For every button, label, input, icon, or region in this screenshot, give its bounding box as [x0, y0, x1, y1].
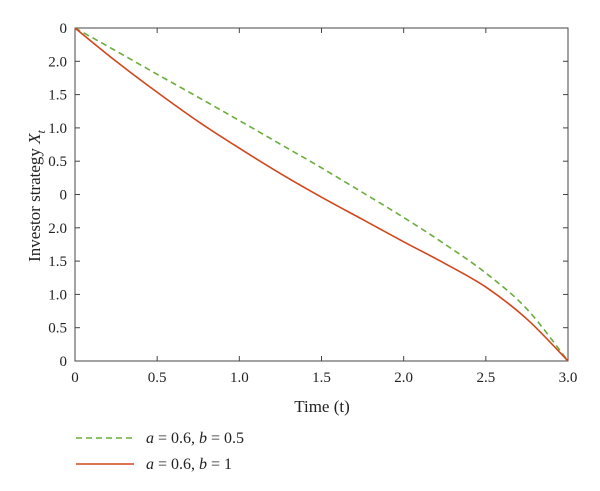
legend-label-part: = 0.5 [207, 430, 244, 447]
y-tick-label: 0.5 [48, 154, 67, 170]
legend-label-part: = 0.6, [154, 430, 199, 447]
y-axis-title-main: Investor strategy [25, 144, 44, 262]
y-tick-label: 1.5 [48, 254, 67, 270]
x-tick-label: 0 [71, 370, 79, 386]
y-tick-label: 1.0 [48, 287, 67, 303]
legend-label-part: = 1 [207, 456, 232, 473]
y-axis-ticks: 0 0.5 1.0 1.5 2.0 0 0.5 1.0 1.5 2.0 0 [48, 21, 568, 370]
legend-label-part: a [146, 456, 154, 473]
series-lines [74, 27, 569, 362]
y-tick-label: 1.5 [48, 88, 67, 104]
y-tick-label: 0.5 [48, 321, 67, 337]
series-line-2 [74, 27, 569, 362]
y-tick-label: 0 [60, 354, 68, 370]
y-tick-label: 2.0 [48, 221, 67, 237]
legend-label-part: = 0.6, [154, 456, 199, 473]
y-tick-label: 2.0 [48, 54, 67, 70]
legend-label-1: a = 0.6, b = 0.5 [146, 430, 244, 447]
y-tick-label: 1.0 [48, 121, 67, 137]
y-tick-label: 0 [60, 188, 68, 204]
x-tick-label: 0.5 [148, 370, 167, 386]
plot-frame [74, 27, 569, 362]
x-axis-title: Time (t) [294, 397, 350, 416]
x-tick-label: 1.0 [230, 370, 249, 386]
y-tick-label: 0 [60, 21, 68, 37]
x-tick-label: 1.5 [312, 370, 331, 386]
y-axis-title-var: X [25, 133, 44, 145]
legend: a = 0.6, b = 0.5a = 0.6, b = 1 [76, 430, 244, 473]
y-axis-title: Investor strategy Xt [25, 129, 48, 261]
legend-label-part: a [146, 430, 154, 447]
x-tick-label: 3.0 [559, 370, 578, 386]
x-tick-label: 2.0 [394, 370, 413, 386]
x-tick-label: 2.5 [476, 370, 495, 386]
y-axis-title-sub: t [34, 129, 48, 133]
plot-frame-group [74, 27, 569, 362]
series-line-1 [74, 27, 569, 362]
x-axis-ticks: 0 0.5 1.0 1.5 2.0 2.5 3.0 [71, 28, 577, 386]
legend-label-part: b [199, 456, 207, 473]
legend-label-2: a = 0.6, b = 1 [146, 456, 232, 473]
legend-label-part: b [199, 430, 207, 447]
